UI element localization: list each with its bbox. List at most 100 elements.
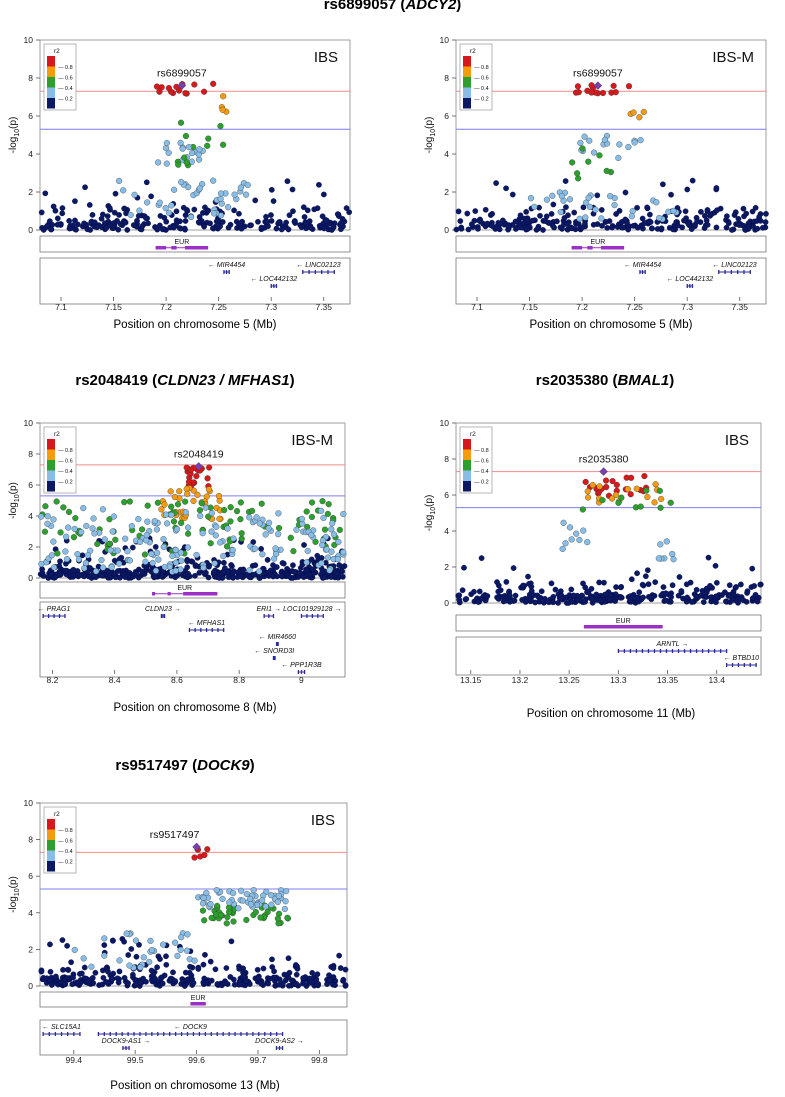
snp-point (200, 894, 207, 901)
snp-point (333, 570, 340, 577)
gene-exon (683, 649, 686, 653)
snp-point (131, 571, 137, 578)
snp-point (331, 541, 338, 548)
snp-point (177, 549, 184, 556)
snp-point (324, 554, 331, 561)
snp-point (683, 581, 690, 588)
snp-point (624, 485, 631, 493)
gene-exon (689, 284, 691, 288)
snp-point (200, 961, 207, 968)
gene-exon (180, 1032, 183, 1036)
r2-legend: r2 — 0.8 — 0.6 — 0.4 — 0.2 (459, 43, 493, 111)
y-tick-label: 6 (28, 111, 33, 121)
snp-point (231, 191, 238, 198)
snp-point (262, 903, 269, 910)
x-tick-label: 13.4 (708, 675, 725, 685)
gene-exon (163, 1032, 165, 1036)
snp-point (184, 524, 192, 531)
snp-point (162, 511, 170, 518)
r2-legend-swatch (47, 439, 55, 450)
snp-point (210, 177, 217, 184)
snp-point (70, 534, 78, 541)
snp-point (108, 564, 115, 571)
gene-track-frame (39, 601, 346, 678)
snp-point (70, 566, 77, 573)
snp-point (752, 204, 759, 211)
gene-exon (689, 649, 692, 653)
snp-point (540, 227, 546, 233)
snp-point (559, 545, 566, 553)
gene-exon (270, 284, 272, 288)
lead-snp-label: rs6899057 (157, 68, 207, 80)
snp-point (512, 218, 519, 225)
gene-label: ← MIR4454 (624, 262, 661, 269)
r2-legend-level: — 0.8 (58, 448, 73, 454)
gene-exon (311, 614, 314, 618)
snp-point (158, 974, 164, 981)
snp-point (84, 552, 91, 559)
gene-exon (691, 284, 694, 288)
snp-point (588, 89, 595, 96)
snp-point (580, 204, 587, 211)
snp-point (307, 224, 314, 231)
snp-point (220, 141, 227, 148)
snp-point (588, 82, 595, 89)
snp-point (527, 195, 535, 202)
snp-point (91, 219, 98, 226)
snp-point (200, 564, 207, 571)
gene-exon (252, 1032, 254, 1036)
snp-point (301, 214, 308, 220)
snp-point (284, 914, 291, 921)
snp-point (155, 556, 162, 563)
snp-point (558, 192, 565, 200)
snp-point (237, 516, 244, 523)
snp-point (598, 215, 605, 222)
y-axis-label-rest: (p) (8, 876, 19, 888)
gene-exon (228, 270, 230, 274)
snp-point (590, 221, 597, 228)
snp-point (597, 597, 604, 604)
gene-exon (317, 614, 319, 618)
snp-point (622, 216, 629, 223)
snp-point (752, 591, 759, 598)
snp-point (714, 207, 720, 213)
snp-point (656, 487, 663, 494)
y-tick-label: 0 (444, 225, 449, 235)
lead-snp-marker (177, 81, 187, 90)
panel-1-title-gene: ADCY2 (405, 0, 457, 13)
snp-point (116, 560, 123, 567)
gene-exon (268, 614, 270, 618)
snp-point (603, 167, 610, 174)
snp-point (667, 499, 674, 506)
snp-point (740, 205, 747, 212)
snp-point (114, 547, 121, 554)
snp-point (500, 217, 506, 224)
snp-point (519, 597, 525, 603)
snp-point (625, 83, 633, 90)
snp-point (738, 581, 744, 588)
snp-point (640, 108, 647, 116)
snp-point (74, 551, 81, 558)
snp-point (260, 965, 267, 972)
snp-point (173, 208, 180, 215)
snp-point (153, 83, 160, 90)
snp-point (89, 975, 96, 981)
snp-point (290, 548, 297, 555)
snp-point (303, 567, 310, 574)
snp-point (168, 511, 175, 519)
snp-point (585, 494, 592, 501)
panel-4-title-snp: rs2035380 (535, 372, 609, 389)
snp-point (231, 207, 237, 214)
gene-exon (719, 649, 722, 653)
snp-point (588, 596, 595, 602)
gene-track-frame (39, 257, 351, 305)
gene-exon (273, 656, 275, 660)
snp-point (140, 954, 147, 961)
snp-point (286, 573, 292, 580)
x-tick-label: 13.15 (460, 675, 482, 685)
snp-point (574, 596, 581, 603)
snp-point (205, 207, 212, 214)
snp-point (669, 550, 676, 558)
snp-point (649, 225, 655, 232)
